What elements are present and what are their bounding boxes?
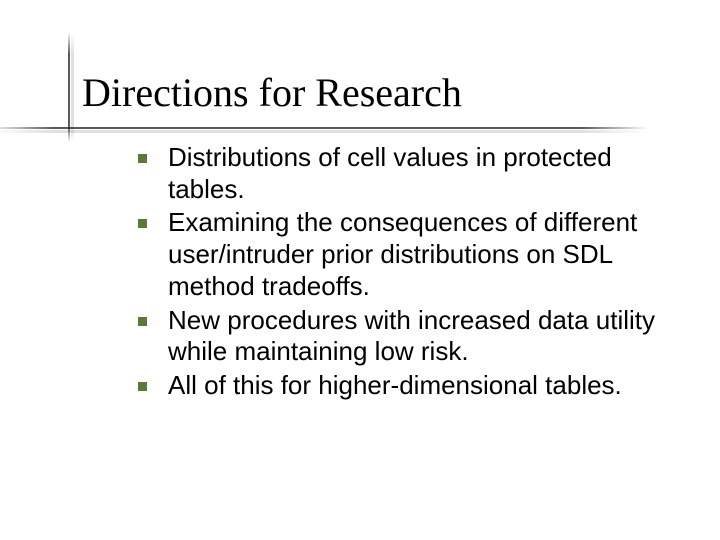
square-bullet-icon — [138, 317, 147, 326]
square-bullet-icon — [138, 382, 147, 391]
slide-title: Directions for Research — [68, 72, 680, 114]
bullet-list: Distributions of cell values in protecte… — [96, 142, 680, 402]
bullet-text: New procedures with increased data utili… — [168, 305, 655, 367]
square-bullet-icon — [138, 154, 147, 163]
title-container: Directions for Research — [68, 72, 680, 114]
square-bullet-icon — [138, 219, 147, 228]
list-item: Distributions of cell values in protecte… — [138, 142, 680, 205]
title-underline — [0, 127, 648, 129]
bullet-text: All of this for higher-dimensional table… — [168, 370, 622, 400]
bullet-text: Examining the consequences of different … — [168, 207, 637, 300]
title-underline-shadow — [0, 130, 648, 133]
list-item: All of this for higher-dimensional table… — [138, 370, 680, 402]
list-item: Examining the consequences of different … — [138, 207, 680, 302]
slide: Directions for Research Distributions of… — [0, 0, 720, 540]
list-item: New procedures with increased data utili… — [138, 305, 680, 368]
bullet-text: Distributions of cell values in protecte… — [168, 142, 612, 204]
